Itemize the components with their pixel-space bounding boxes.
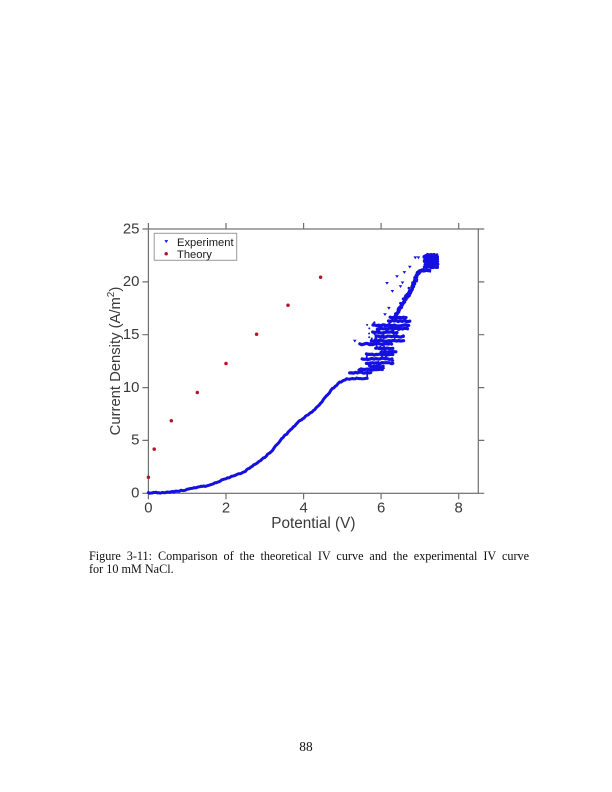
- svg-text:Potential (V): Potential (V): [271, 515, 355, 532]
- svg-text:4: 4: [299, 500, 307, 516]
- svg-text:0: 0: [144, 500, 152, 516]
- svg-text:25: 25: [123, 221, 140, 237]
- svg-text:Theory: Theory: [177, 249, 212, 261]
- svg-text:Current Density (A/m2): Current Density (A/m2): [106, 287, 124, 436]
- svg-text:6: 6: [377, 500, 385, 516]
- svg-text:0: 0: [131, 486, 139, 502]
- svg-text:15: 15: [123, 327, 140, 343]
- svg-text:2: 2: [222, 500, 230, 516]
- svg-text:8: 8: [455, 500, 463, 516]
- svg-text:Experiment: Experiment: [177, 237, 234, 249]
- svg-text:5: 5: [131, 433, 139, 449]
- svg-text:10: 10: [123, 380, 140, 396]
- svg-text:20: 20: [123, 274, 140, 290]
